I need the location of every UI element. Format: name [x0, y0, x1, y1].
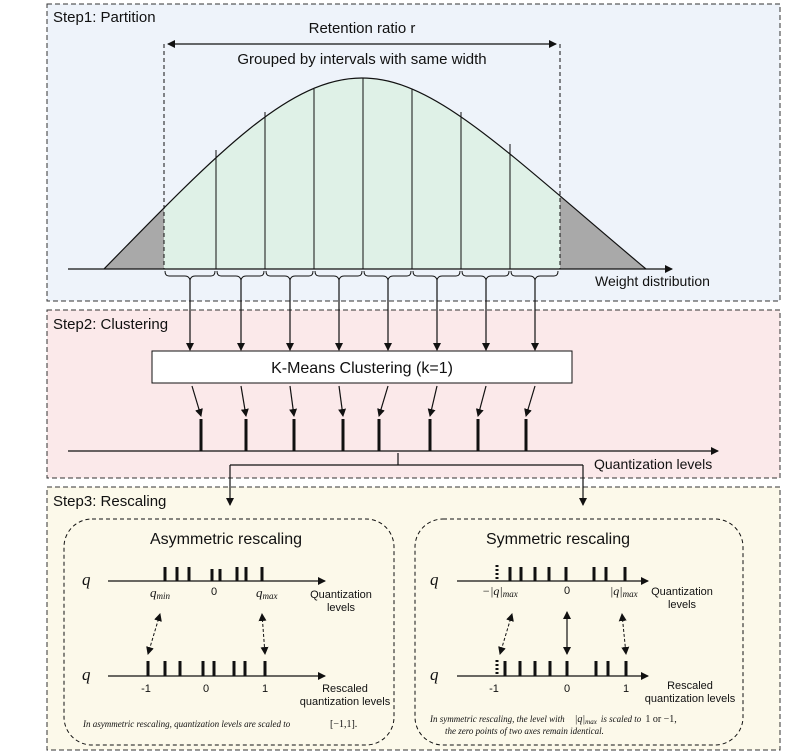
asym-caption: In asymmetric rescaling, quantization le… [82, 719, 291, 729]
asym-max-mapping-arrow [258, 613, 269, 655]
asym-q-bottom: q [82, 665, 91, 684]
sym-caption-line2: the zero points of two axes remain ident… [445, 726, 604, 736]
asym-neg1-label: -1 [141, 683, 151, 695]
sym-neg-qmax-label: −|q|max [482, 584, 518, 599]
partition-to-clustering-arrows [186, 280, 539, 351]
sym-bottom-ticks [503, 661, 628, 676]
quantization-level-ticks [199, 419, 528, 451]
sym-caption-line1: In symmetric rescaling, the level with |q… [429, 714, 677, 726]
step1-panel: Step1: Partition Retention ratio r Group… [46, 3, 781, 302]
sym-quant-label-2: levels [668, 599, 697, 611]
kmeans-box [151, 350, 573, 384]
asym-qmin-label: qmin [150, 585, 171, 601]
sym-zero-bottom: 0 [564, 683, 570, 695]
asym-quant-label-1: Quantization [310, 589, 372, 601]
clustering-to-levels-arrows [191, 385, 536, 417]
weight-distribution-label: Weight distribution [595, 273, 710, 289]
asym-bottom-ticks [146, 661, 267, 676]
symmetric-rescaling-box: Symmetric rescaling q −|q|max 0 |q|max Q… [414, 518, 744, 746]
asym-qmax-label: qmax [256, 585, 278, 601]
kmeans-label: K-Means Clustering (k=1) [271, 360, 453, 377]
sym-qmax-label: |q|max [610, 584, 638, 599]
asym-min-mapping-arrow [146, 613, 162, 655]
retention-ratio-label: Retention ratio r [309, 20, 416, 37]
sym-rescaled-label-2: quantization levels [645, 693, 736, 705]
step2-title: Step2: Clustering [53, 316, 168, 333]
asym-caption-range: [−1,1]. [330, 719, 357, 730]
grouped-intervals-label: Grouped by intervals with same width [237, 51, 486, 68]
asym-rescaled-label-1: Rescaled [322, 683, 368, 695]
asym-zero-bottom: 0 [203, 683, 209, 695]
asym-one-label: 1 [262, 683, 268, 695]
sym-q-bottom: q [430, 665, 439, 684]
step3-title: Step3: Rescaling [53, 493, 166, 510]
asymmetric-rescaling-box: Asymmetric rescaling q qmin 0 qmax Quant… [63, 518, 395, 746]
asymmetric-box-border [63, 518, 395, 746]
rescaling-connector [226, 453, 587, 506]
asym-rescaled-label-2: quantization levels [300, 696, 391, 708]
sym-one-label: 1 [623, 683, 629, 695]
sym-zero-top: 0 [564, 585, 570, 597]
interval-dividers [215, 78, 511, 269]
symmetric-box-border [414, 518, 744, 746]
step3-panel: Step3: Rescaling Asymmetric rescaling q [46, 453, 781, 751]
symmetric-title: Symmetric rescaling [486, 531, 630, 548]
weight-distribution-curve [103, 77, 647, 270]
sym-quant-label-1: Quantization [651, 586, 713, 598]
asym-zero-top: 0 [211, 586, 217, 598]
asymmetric-title: Asymmetric rescaling [150, 531, 302, 548]
sym-neg1-label: -1 [489, 683, 499, 695]
asym-quant-label-2: levels [327, 602, 356, 614]
asym-top-ticks [163, 567, 264, 581]
sym-rescaled-label-1: Rescaled [667, 680, 713, 692]
step2-background [46, 309, 781, 479]
step2-panel: Step2: Clustering K-Means Clustering (k=… [46, 280, 781, 479]
sym-q-top: q [430, 570, 439, 589]
sym-top-ticks [508, 567, 627, 581]
step1-title: Step1: Partition [53, 9, 156, 26]
asym-q-top: q [82, 570, 91, 589]
sym-max-mapping-arrow [618, 613, 630, 655]
sym-neg-mapping-arrow [498, 613, 514, 655]
quantization-levels-label: Quantization levels [594, 456, 712, 472]
